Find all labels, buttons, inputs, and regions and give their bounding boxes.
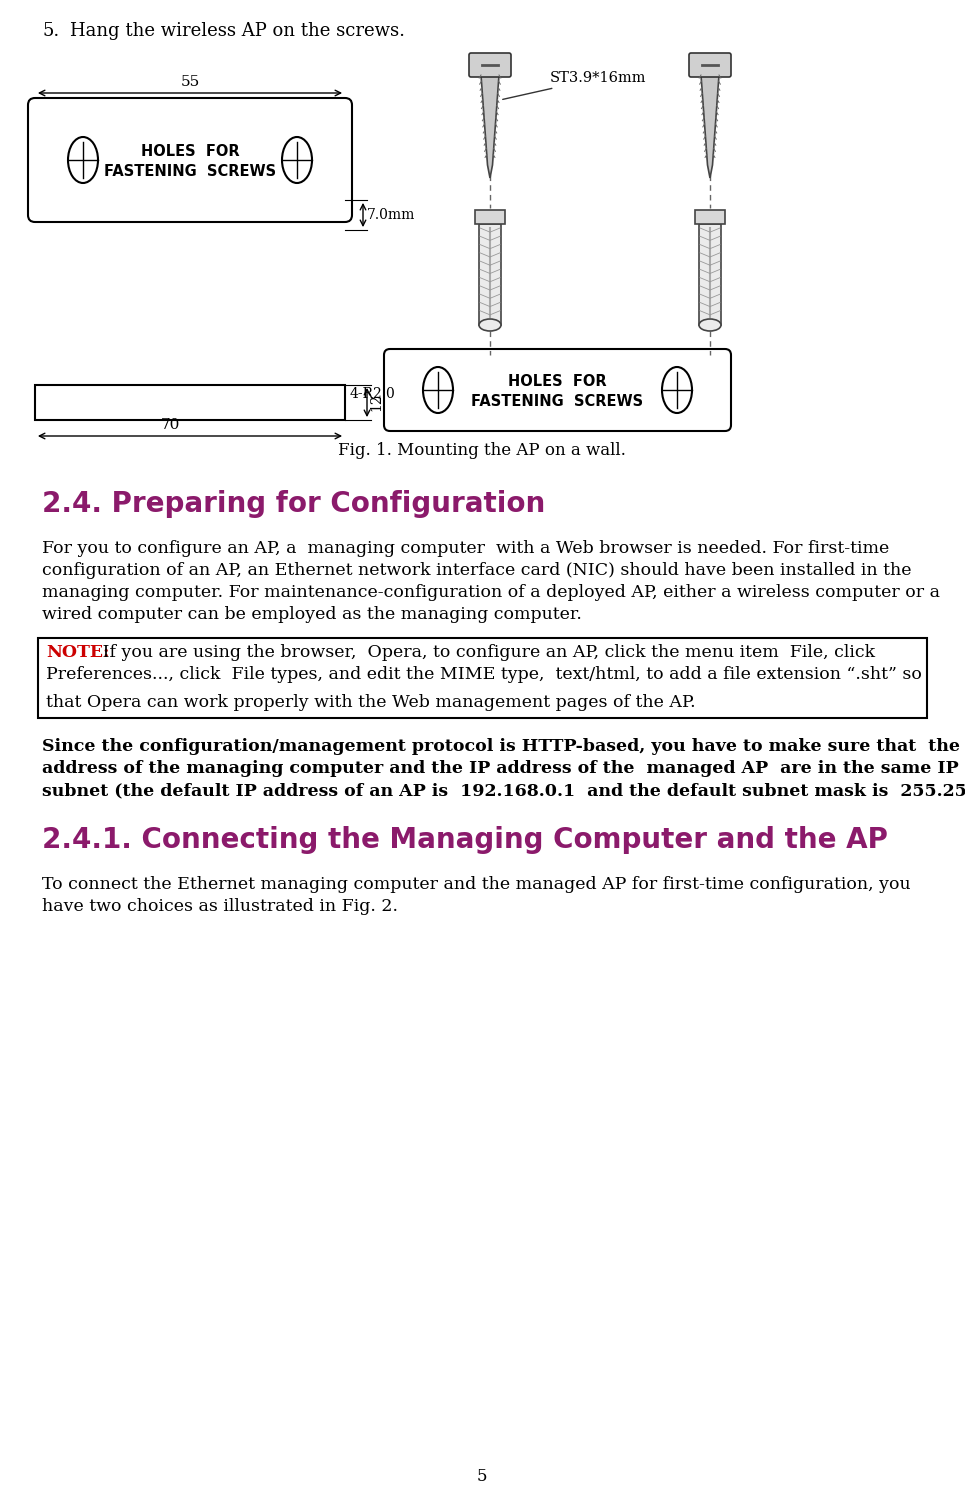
Text: configuration of an AP, an Ethernet network interface card (NIC) should have bee: configuration of an AP, an Ethernet netw… [42,562,912,580]
Text: If you are using the browser,  Opera, to configure an AP, click the menu item  F: If you are using the browser, Opera, to … [97,644,875,661]
Bar [38,638,927,718]
Text: For you to configure an AP, a  managing computer  with a Web browser is needed. : For you to configure an AP, a managing c… [42,539,890,557]
Text: 12: 12 [369,392,383,410]
Text: FASTENING  SCREWS: FASTENING SCREWS [471,394,643,409]
FancyBboxPatch shape [28,97,352,222]
Text: Hang the wireless AP on the screws.: Hang the wireless AP on the screws. [70,22,405,40]
Text: 7.0mm: 7.0mm [367,208,415,222]
Bar [695,210,725,225]
Text: have two choices as illustrated in Fig. 2.: have two choices as illustrated in Fig. … [42,897,398,915]
Text: wired computer can be employed as the managing computer.: wired computer can be employed as the ma… [42,607,582,623]
Text: 4-R2.0: 4-R2.0 [350,386,396,401]
Text: HOLES  FOR: HOLES FOR [508,374,606,389]
Bar [699,225,721,325]
Text: Preferences..., click  File types, and edit the MIME type,  text/html, to add a : Preferences..., click File types, and ed… [46,667,922,683]
Text: Fig. 1. Mounting the AP on a wall.: Fig. 1. Mounting the AP on a wall. [338,442,626,458]
Text: 2.4. Preparing for Configuration: 2.4. Preparing for Configuration [42,490,545,518]
Text: To connect the Ethernet managing computer and the managed AP for first-time conf: To connect the Ethernet managing compute… [42,876,911,893]
Bar [35,385,345,419]
Bar [479,225,501,325]
Text: subnet (the default IP address of an AP is  192.168.0.1  and the default subnet : subnet (the default IP address of an AP … [42,782,965,798]
Ellipse shape [662,367,692,413]
Ellipse shape [282,136,312,183]
Polygon shape [701,75,719,178]
Text: 70: 70 [160,418,179,431]
Polygon shape [481,75,499,178]
Text: 55: 55 [180,75,200,88]
FancyBboxPatch shape [469,52,511,76]
Text: that Opera can work properly with the Web management pages of the AP.: that Opera can work properly with the We… [46,694,696,712]
Text: NOTE:: NOTE: [46,644,109,661]
Ellipse shape [479,319,501,331]
Text: HOLES  FOR: HOLES FOR [141,144,239,159]
Text: FASTENING  SCREWS: FASTENING SCREWS [104,165,276,180]
Bar [475,210,505,225]
Text: ST3.9*16mm: ST3.9*16mm [503,70,647,99]
Text: Since the configuration/management protocol is HTTP-based, you have to make sure: Since the configuration/management proto… [42,739,965,755]
Text: 5: 5 [477,1468,487,1485]
Text: 2.4.1. Connecting the Managing Computer and the AP: 2.4.1. Connecting the Managing Computer … [42,825,888,854]
Text: 5.: 5. [42,22,59,40]
FancyBboxPatch shape [384,349,731,431]
Ellipse shape [699,319,721,331]
Ellipse shape [68,136,98,183]
FancyBboxPatch shape [689,52,731,76]
Ellipse shape [423,367,453,413]
Text: address of the managing computer and the IP address of the  managed AP  are in t: address of the managing computer and the… [42,759,958,777]
Text: managing computer. For maintenance-configuration of a deployed AP, either a wire: managing computer. For maintenance-confi… [42,584,940,601]
